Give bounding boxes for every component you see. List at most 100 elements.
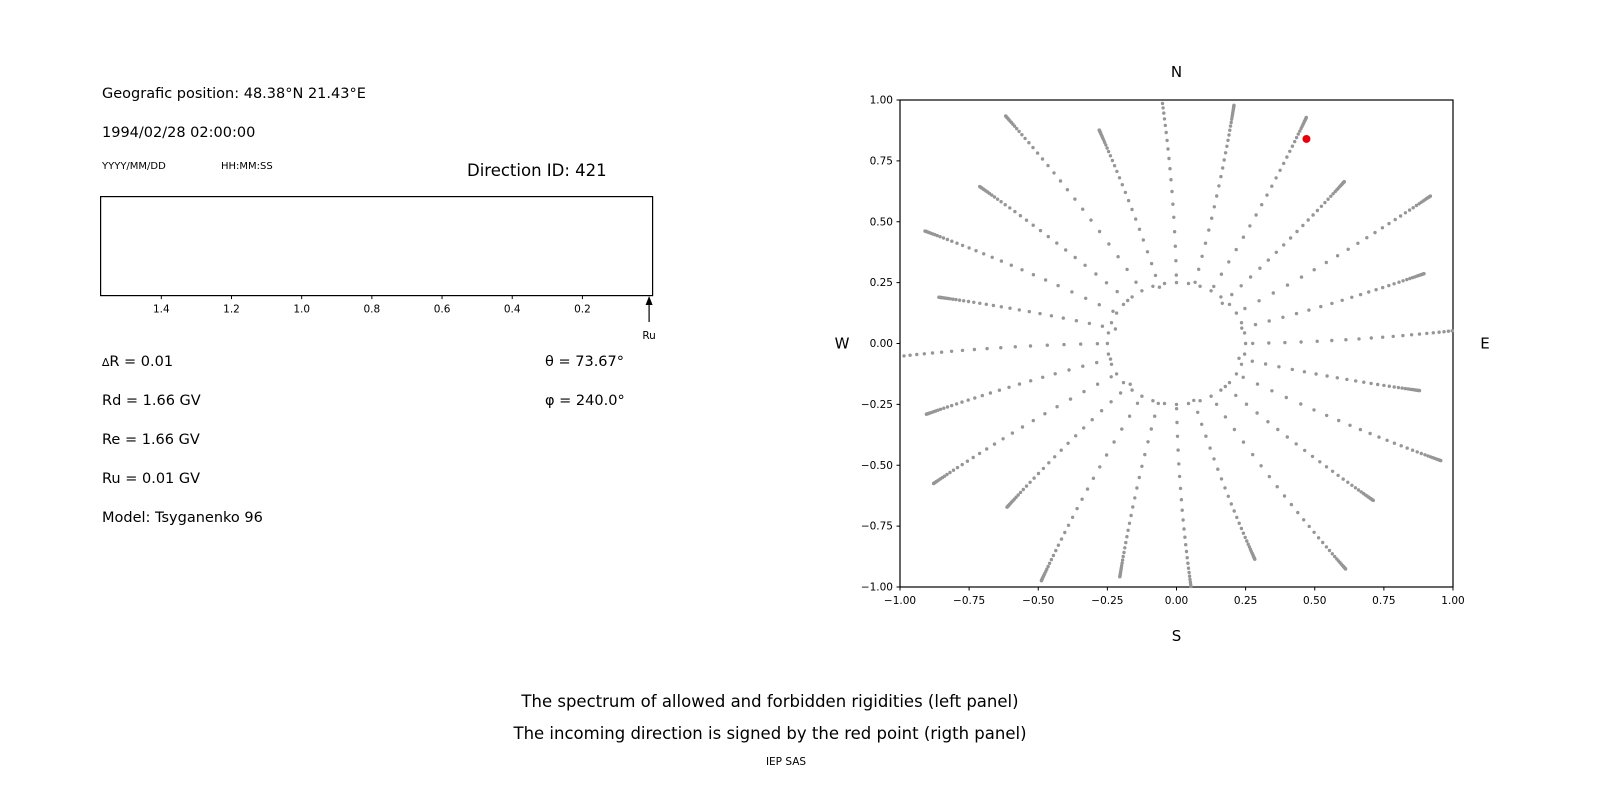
spoke-dot	[1290, 144, 1295, 148]
spoke-dot	[1296, 510, 1300, 515]
spoke-dot	[1276, 427, 1280, 432]
spoke-dot	[1105, 146, 1109, 150]
spoke-dot	[1288, 236, 1293, 240]
spoke-dot	[1325, 413, 1329, 418]
spoke-dot	[1425, 331, 1429, 336]
spoke-dot	[1221, 166, 1225, 170]
spoke-dot	[1169, 178, 1173, 182]
spoke-dot	[1140, 464, 1144, 468]
model-label: Model: Tsyganenko 96	[102, 510, 263, 526]
spoke-dot	[1417, 332, 1422, 336]
spoke-dot	[1405, 277, 1409, 282]
spoke-dot	[1177, 474, 1182, 479]
scatter-x-tick-label: −1.00	[884, 595, 916, 607]
spoke-dot	[1120, 558, 1125, 562]
spoke-dot	[1228, 128, 1232, 132]
spoke-dot	[1337, 418, 1341, 423]
spoke-dot	[1311, 213, 1315, 217]
spoke-dot	[951, 297, 955, 301]
spoke-dot	[1223, 151, 1228, 155]
spoke-dot	[965, 459, 970, 463]
spoke-dot	[955, 465, 960, 470]
spoke-dot	[1208, 446, 1212, 450]
spoke-dot	[1393, 217, 1397, 222]
spoke-dot	[972, 347, 977, 352]
spoke-dot	[1219, 174, 1223, 179]
inner-ring-dot	[1186, 401, 1191, 406]
spoke-dot	[1003, 203, 1007, 207]
spoke-dot	[1219, 272, 1224, 276]
datetime-label: 1994/02/28 02:00:00	[102, 125, 256, 141]
spoke-dot	[1387, 221, 1391, 226]
spoke-dot	[941, 236, 946, 240]
spoke-dot	[1288, 149, 1292, 153]
caption-line-1: The spectrum of allowed and forbidden ri…	[521, 692, 1019, 711]
spoke-dot	[1294, 135, 1299, 140]
scatter-x-tick-label: −0.75	[953, 595, 985, 607]
spoke-dot	[1041, 375, 1045, 379]
spoke-dot	[1036, 471, 1041, 476]
spoke-dot	[1046, 163, 1050, 168]
spoke-dot	[1227, 133, 1231, 137]
spoke-dot	[1171, 202, 1175, 206]
spoke-dot	[1400, 386, 1404, 390]
spoke-dot	[939, 350, 944, 354]
spoke-dot	[1200, 254, 1204, 258]
spoke-dot	[1237, 356, 1241, 360]
spoke-dot	[1324, 545, 1329, 549]
spoke-dot	[1160, 101, 1165, 106]
spoke-dot	[1104, 453, 1109, 457]
spoke-dot	[1254, 213, 1258, 217]
spoke-dot	[1275, 485, 1279, 489]
inner-ring-dot	[1219, 388, 1223, 392]
spoke-dot	[1350, 295, 1354, 299]
spoke-dot	[1106, 149, 1111, 154]
scatter-x-tick-label: 0.75	[1372, 595, 1395, 607]
spoke-dot	[1315, 208, 1320, 213]
spoke-dot	[1163, 123, 1167, 128]
spoke-dot	[1130, 207, 1134, 212]
inner-ring-dot	[1105, 341, 1110, 346]
spoke-dot	[1267, 341, 1271, 345]
spoke-dot	[1181, 518, 1185, 522]
spoke-dot	[1186, 561, 1190, 565]
spoke-dot	[1326, 197, 1330, 201]
spoke-dot	[1301, 223, 1305, 228]
spoke-dot	[915, 352, 919, 357]
inner-ring-dot	[1234, 372, 1239, 376]
spoke-dot	[1137, 475, 1141, 480]
spoke-dot	[1230, 292, 1234, 297]
spoke-dot	[1428, 194, 1433, 198]
spoke-dot	[1172, 230, 1177, 234]
spoke-dot	[1244, 402, 1249, 406]
spoke-dot	[1219, 477, 1224, 481]
spoke-dot	[1196, 410, 1200, 414]
spoke-dot	[1253, 557, 1257, 561]
spoke-dot	[949, 349, 954, 353]
spoke-dot	[1312, 408, 1316, 412]
spoke-dot	[1123, 546, 1127, 550]
scatter-y-tick-label: 0.00	[870, 338, 893, 350]
spoke-dot	[1212, 457, 1216, 461]
spoke-dot	[1055, 241, 1059, 245]
spoke-dot	[1126, 198, 1131, 203]
spoke-dot	[1314, 372, 1318, 376]
spoke-dot	[1083, 263, 1087, 267]
ru-label: Ru = 0.01 GV	[102, 471, 201, 487]
spoke-dot	[1058, 179, 1063, 183]
compass-west-label: W	[835, 335, 850, 353]
spoke-dot	[1049, 314, 1054, 318]
spoke-dot	[948, 470, 952, 475]
spoke-dot	[1204, 434, 1208, 438]
spoke-dot	[1162, 111, 1166, 115]
spoke-dot	[1028, 480, 1032, 484]
spoke-dot	[1354, 379, 1358, 383]
spoke-dot	[1403, 211, 1408, 215]
inner-ring-dot	[1198, 284, 1202, 288]
spoke-dot	[1357, 337, 1361, 341]
inner-ring-dot	[1121, 380, 1126, 385]
spoke-dot	[1324, 260, 1328, 265]
spoke-dot	[1109, 400, 1113, 404]
spoke-dot	[1212, 205, 1216, 209]
inner-ring-dot	[1109, 321, 1114, 325]
